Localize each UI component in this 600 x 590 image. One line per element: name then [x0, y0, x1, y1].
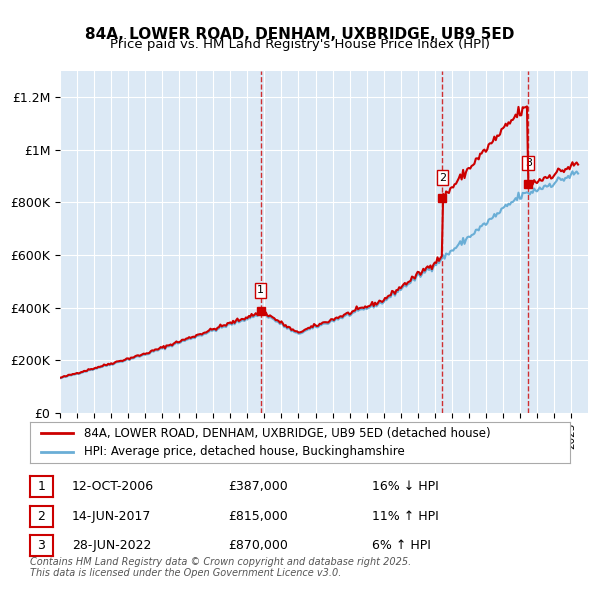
Text: 3: 3	[525, 158, 532, 168]
Text: 2: 2	[37, 510, 46, 523]
Text: £870,000: £870,000	[228, 539, 288, 552]
Text: 11% ↑ HPI: 11% ↑ HPI	[372, 510, 439, 523]
Text: 2: 2	[439, 173, 446, 183]
Text: £387,000: £387,000	[228, 480, 288, 493]
Text: 28-JUN-2022: 28-JUN-2022	[72, 539, 151, 552]
Text: 6% ↑ HPI: 6% ↑ HPI	[372, 539, 431, 552]
Text: 1: 1	[257, 286, 264, 296]
Text: HPI: Average price, detached house, Buckinghamshire: HPI: Average price, detached house, Buck…	[84, 445, 405, 458]
Text: Contains HM Land Registry data © Crown copyright and database right 2025.
This d: Contains HM Land Registry data © Crown c…	[30, 556, 411, 578]
Text: 1: 1	[37, 480, 46, 493]
Text: 84A, LOWER ROAD, DENHAM, UXBRIDGE, UB9 5ED: 84A, LOWER ROAD, DENHAM, UXBRIDGE, UB9 5…	[85, 27, 515, 41]
Text: 84A, LOWER ROAD, DENHAM, UXBRIDGE, UB9 5ED (detached house): 84A, LOWER ROAD, DENHAM, UXBRIDGE, UB9 5…	[84, 427, 491, 440]
Text: 16% ↓ HPI: 16% ↓ HPI	[372, 480, 439, 493]
Text: 3: 3	[37, 539, 46, 552]
Text: £815,000: £815,000	[228, 510, 288, 523]
Text: Price paid vs. HM Land Registry's House Price Index (HPI): Price paid vs. HM Land Registry's House …	[110, 38, 490, 51]
Text: 14-JUN-2017: 14-JUN-2017	[72, 510, 151, 523]
Text: 12-OCT-2006: 12-OCT-2006	[72, 480, 154, 493]
